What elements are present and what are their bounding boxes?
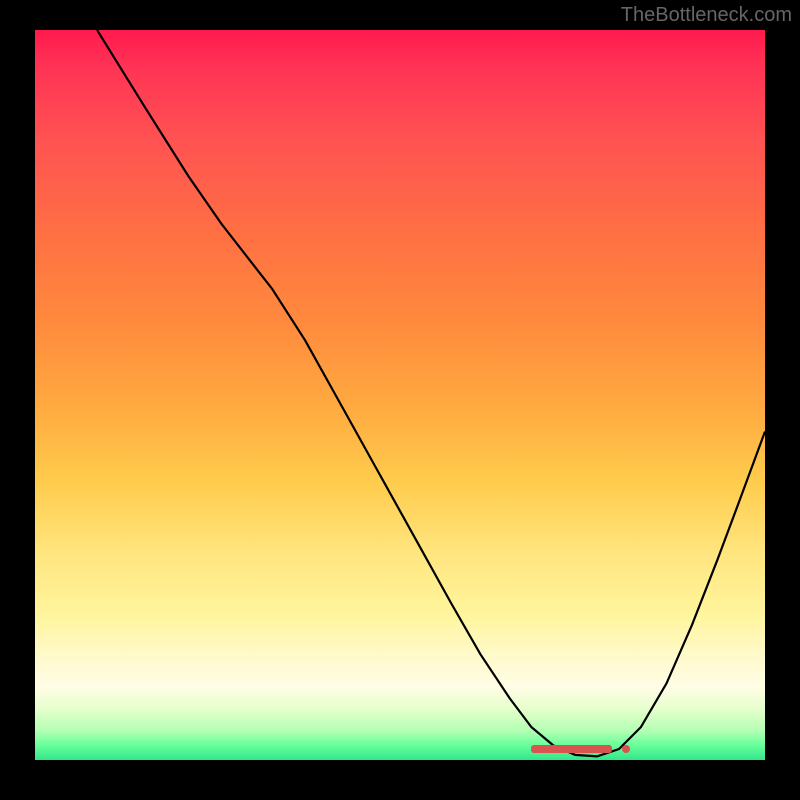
optimal-range-marker: [531, 745, 611, 753]
bottleneck-curve: [97, 30, 765, 756]
curve-svg: [35, 30, 765, 760]
plot-area: [35, 30, 765, 760]
watermark-text: TheBottleneck.com: [621, 4, 792, 27]
